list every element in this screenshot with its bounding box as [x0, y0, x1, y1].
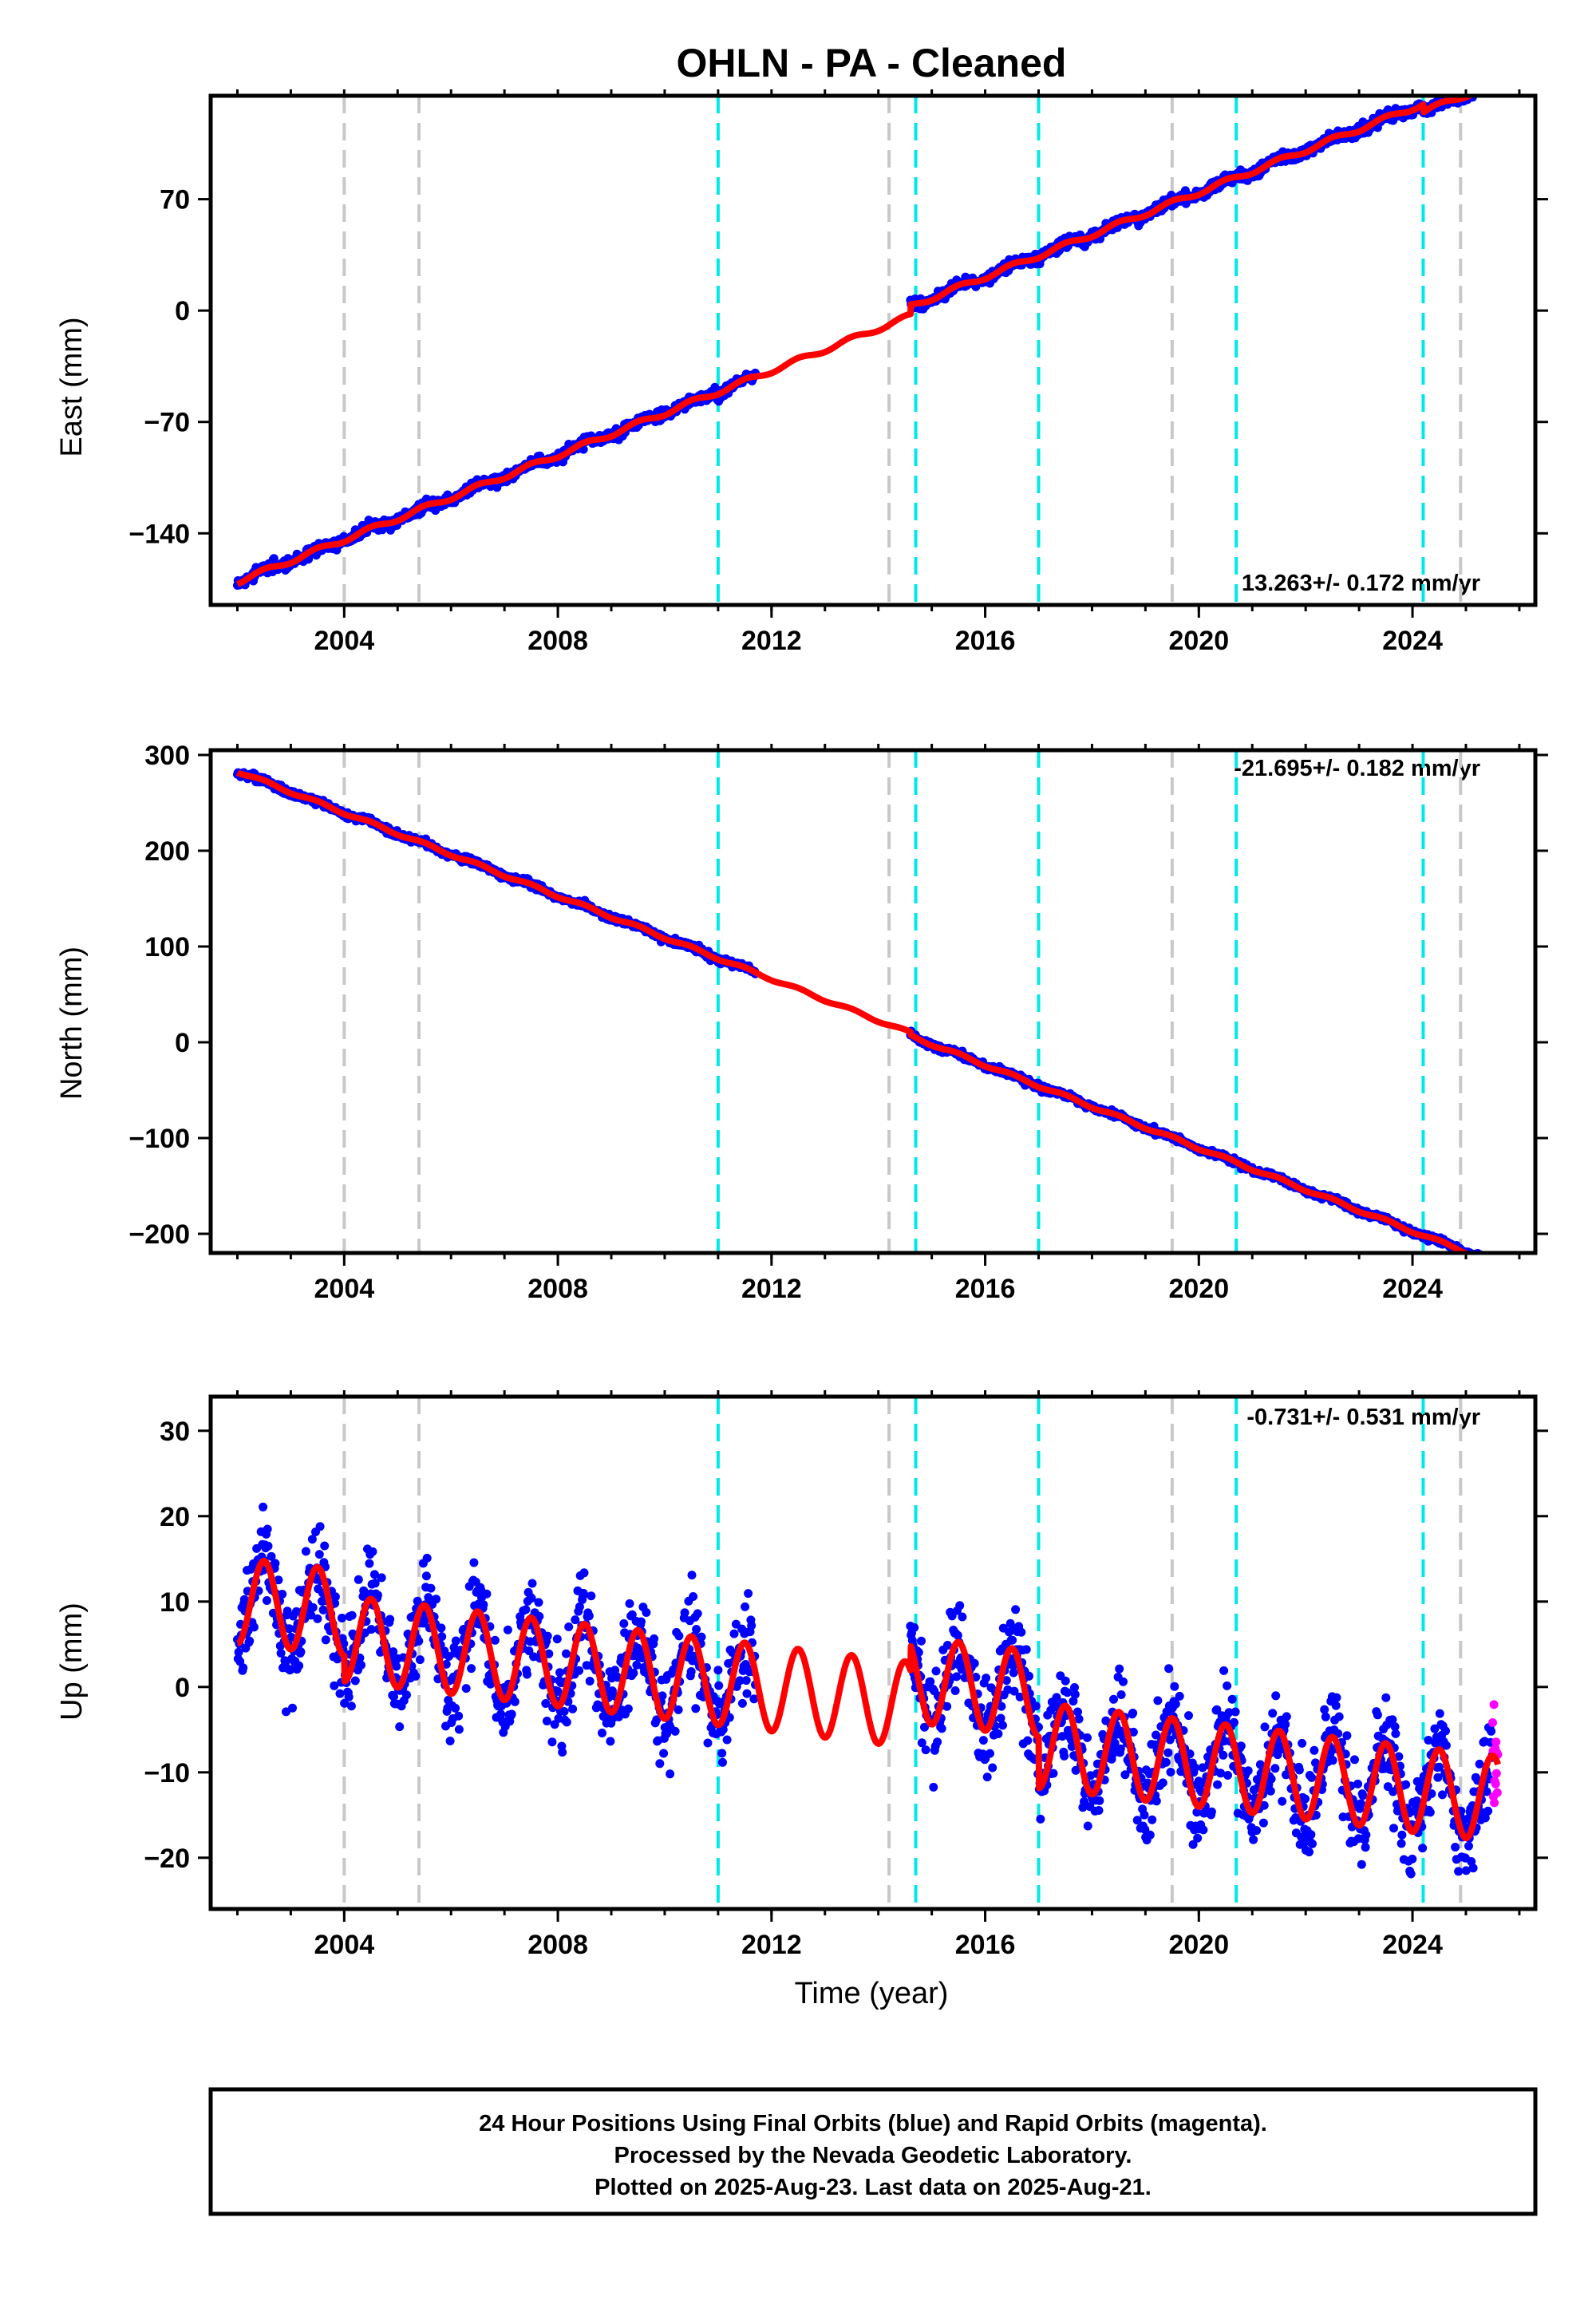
- east-y-tick-label: −140: [128, 519, 190, 549]
- north-rate-label: -21.695+/- 0.182 mm/yr: [1234, 756, 1480, 781]
- north-x-tick-label: 2020: [1168, 1274, 1229, 1304]
- east-x-tick-label: 2016: [955, 626, 1016, 656]
- east-x-tick-label: 2024: [1382, 626, 1443, 656]
- up-model-curve: [235, 1557, 1501, 1842]
- up-panel: Up (mm) -0.731+/- 0.531 mm/yr Time (year…: [55, 1390, 1548, 2010]
- north-y-tick-label: −200: [128, 1219, 190, 1250]
- north-frame: [208, 748, 1538, 1255]
- footer-line-3: Plotted on 2025-Aug-23. Last data on 202…: [595, 2175, 1152, 2200]
- north-x-tick-label: 2024: [1382, 1274, 1443, 1304]
- north-rapid-orbit-points: [1493, 1260, 1498, 1265]
- east-rapid-orbit-points: [1493, 77, 1498, 85]
- up-frame: [208, 1394, 1538, 1911]
- footer-box: 24 Hour Positions Using Final Orbits (bl…: [208, 2087, 1538, 2216]
- east-plot-area: [233, 77, 1498, 605]
- up-x-tick-label: 2008: [527, 1930, 588, 1960]
- footer-line-2: Processed by the Nevada Geodetic Laborat…: [614, 2143, 1132, 2168]
- east-panel: East (mm) 13.263+/- 0.172 mm/yr 2004 2008…: [55, 77, 1548, 656]
- up-x-tick-label: 2012: [741, 1930, 802, 1960]
- north-x-tick-label: 2016: [955, 1274, 1016, 1304]
- up-x-tick-label: 2024: [1382, 1930, 1443, 1960]
- east-y-tick-label: 70: [160, 185, 190, 215]
- chart-title: OHLN - PA - Cleaned: [677, 41, 1067, 85]
- north-x-tick-label: 2004: [314, 1274, 375, 1304]
- north-y-axis-label: North (mm): [55, 947, 89, 1100]
- north-y-tick-label: −100: [128, 1124, 190, 1154]
- north-y-tick-label: 200: [144, 836, 190, 867]
- east-x-tick-label: 2004: [314, 626, 375, 656]
- east-y-tick-label: −70: [144, 408, 190, 438]
- up-y-tick-label: 10: [160, 1587, 190, 1618]
- east-model-curve: [235, 96, 1476, 587]
- east-rate-label: 13.263+/- 0.172 mm/yr: [1242, 571, 1480, 596]
- up-y-axis-label: Up (mm): [55, 1603, 89, 1721]
- footer-border: [208, 2087, 1538, 2216]
- up-plot-area: [233, 1397, 1503, 1909]
- north-plot-area: [233, 750, 1498, 1265]
- north-x-tick-label: 2012: [741, 1274, 802, 1304]
- east-y-tick-label: 0: [175, 296, 190, 326]
- north-model-curve: [235, 769, 1476, 1253]
- east-x-tick-label: 2020: [1168, 626, 1229, 656]
- east-y-axis-label: East (mm): [55, 317, 89, 456]
- footer-line-1: 24 Hour Positions Using Final Orbits (bl…: [479, 2111, 1267, 2136]
- up-rapid-orbit-points: [1488, 1700, 1503, 1808]
- north-y-tick-label: 300: [144, 741, 190, 771]
- east-x-tick-label: 2012: [741, 626, 802, 656]
- up-y-tick-label: −20: [144, 1844, 190, 1874]
- up-x-tick-label: 2020: [1168, 1930, 1229, 1960]
- up-y-tick-label: 20: [160, 1502, 190, 1532]
- up-y-tick-label: −10: [144, 1758, 190, 1788]
- north-x-tick-label: 2008: [527, 1274, 588, 1304]
- up-x-tick-label: 2016: [955, 1930, 1016, 1960]
- north-y-tick-label: 100: [144, 932, 190, 962]
- north-panel: North (mm) -21.695+/- 0.182 mm/yr 2004 20…: [55, 741, 1548, 1304]
- x-axis-label: Time (year): [795, 1977, 949, 2010]
- up-rate-label: -0.731+/- 0.531 mm/yr: [1246, 1405, 1480, 1430]
- north-y-tick-label: 0: [175, 1028, 190, 1058]
- up-x-tick-label: 2004: [314, 1930, 375, 1960]
- east-frame: [208, 93, 1538, 607]
- east-x-tick-label: 2008: [527, 626, 588, 656]
- up-y-tick-label: 0: [175, 1673, 190, 1703]
- up-y-tick-label: 30: [160, 1417, 190, 1447]
